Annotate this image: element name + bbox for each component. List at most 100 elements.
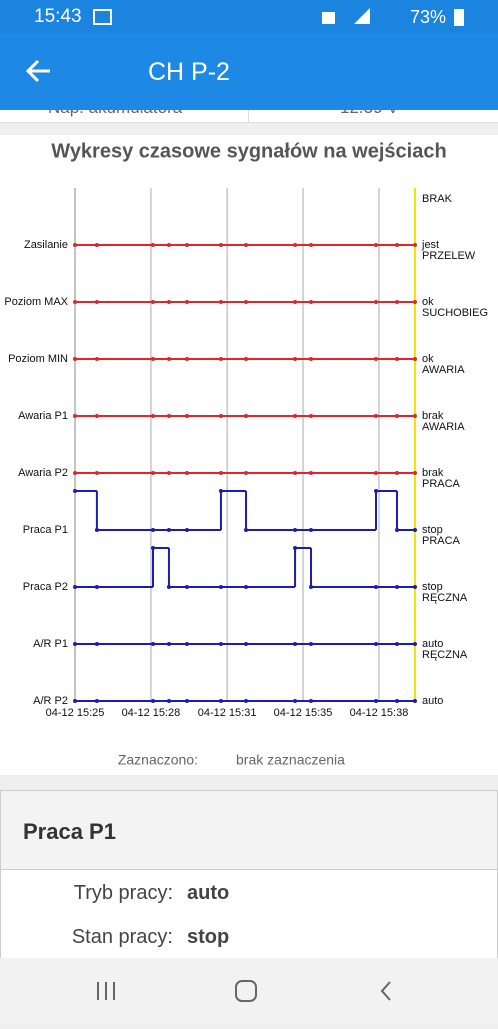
series-label: Zasilanie xyxy=(24,239,68,251)
sample-point xyxy=(244,357,249,361)
sample-point xyxy=(184,471,189,475)
state-label: stop xyxy=(422,581,443,593)
sample-point xyxy=(293,642,298,646)
sample-point xyxy=(94,528,99,532)
row-value: stop xyxy=(187,926,230,948)
sample-point xyxy=(94,642,99,646)
sample-point xyxy=(94,414,99,418)
state-label: PRACA xyxy=(422,478,461,490)
sample-point xyxy=(184,357,189,361)
sample-point xyxy=(309,585,314,589)
sample-point xyxy=(218,300,223,304)
state-label: SUCHOBIEG xyxy=(422,307,488,319)
state-label: auto xyxy=(422,695,443,707)
series-label: A/R P2 xyxy=(33,695,68,707)
x-tick-label: 04-12 15:28 xyxy=(122,707,181,719)
sample-point xyxy=(293,357,298,361)
sample-point xyxy=(166,243,171,247)
sample-point xyxy=(73,471,77,475)
row-label: Tryb pracy: xyxy=(73,882,173,904)
series-label: Poziom MAX xyxy=(4,296,68,308)
x-tick-label: 04-12 15:35 xyxy=(274,707,333,719)
state-label: brak xyxy=(422,467,444,479)
sample-point xyxy=(218,414,223,418)
state-label: ok xyxy=(422,353,434,365)
sample-point xyxy=(150,243,155,247)
series-label: Awaria P2 xyxy=(18,467,68,479)
sample-point xyxy=(218,699,223,703)
sample-point xyxy=(244,300,249,304)
sample-point xyxy=(73,585,77,589)
sample-point xyxy=(374,414,379,418)
sample-point xyxy=(94,699,99,703)
state-label: RĘCZNA xyxy=(422,592,468,604)
sample-point xyxy=(293,414,298,418)
sample-point xyxy=(218,243,223,247)
sample-point xyxy=(293,546,298,550)
sample-point xyxy=(184,585,189,589)
sample-point xyxy=(166,699,171,703)
sample-point xyxy=(374,243,379,247)
sample-point xyxy=(184,528,189,532)
sample-point xyxy=(94,243,99,247)
sample-point xyxy=(244,642,249,646)
details-header xyxy=(1,791,497,870)
status-bar: 15:43 73% xyxy=(0,0,498,33)
chart[interactable]: Wykresy czasowe sygnałów na wejściach Za… xyxy=(0,135,498,775)
sample-point xyxy=(166,585,171,589)
nav-icons xyxy=(97,980,391,1002)
sample-point xyxy=(73,642,77,646)
sample-point xyxy=(184,414,189,418)
x-tick-label: 04-12 15:25 xyxy=(46,707,105,719)
sample-point xyxy=(413,300,417,304)
back-nav-button[interactable] xyxy=(380,981,391,1001)
sample-point xyxy=(309,471,314,475)
back-button[interactable] xyxy=(26,59,52,83)
sample-point xyxy=(394,243,399,247)
state-label: PRZELEW xyxy=(422,250,476,262)
sample-point xyxy=(374,585,379,589)
sample-point xyxy=(218,471,223,475)
state-label: AWARIA xyxy=(422,421,465,433)
sample-point xyxy=(394,357,399,361)
sample-point xyxy=(184,300,189,304)
sample-point xyxy=(150,528,155,532)
sample-point xyxy=(293,699,298,703)
sample-point xyxy=(94,585,99,589)
sample-point xyxy=(293,528,298,532)
sample-point xyxy=(166,642,171,646)
sample-point xyxy=(309,528,314,532)
sample-point xyxy=(394,699,399,703)
sample-point xyxy=(166,300,171,304)
sample-point xyxy=(73,243,77,247)
sample-point xyxy=(309,642,314,646)
sample-point xyxy=(309,300,314,304)
sample-point xyxy=(374,642,379,646)
state-label: PRACA xyxy=(422,535,461,547)
x-tick-label: 04-12 15:31 xyxy=(198,707,257,719)
sample-point xyxy=(413,414,417,418)
sample-point xyxy=(244,243,249,247)
sample-point xyxy=(150,642,155,646)
sample-point xyxy=(150,414,155,418)
state-label: ok xyxy=(422,296,434,308)
sample-point xyxy=(94,357,99,361)
sample-point xyxy=(73,357,77,361)
sample-point xyxy=(94,471,99,475)
app-bar: CH P-2 xyxy=(0,33,498,110)
sample-point xyxy=(166,471,171,475)
sample-point xyxy=(166,414,171,418)
sample-point xyxy=(309,357,314,361)
sample-point xyxy=(166,357,171,361)
sample-point xyxy=(166,528,171,532)
x-tick-label: 04-12 15:38 xyxy=(350,707,409,719)
sample-point xyxy=(394,642,399,646)
sample-point xyxy=(244,585,249,589)
home-button[interactable] xyxy=(235,980,257,1002)
sample-point xyxy=(413,471,417,475)
selection-value: brak zaznaczenia xyxy=(236,752,345,768)
sample-point xyxy=(293,300,298,304)
sample-point xyxy=(244,414,249,418)
sample-point xyxy=(244,471,249,475)
recents-button[interactable] xyxy=(97,982,115,1000)
